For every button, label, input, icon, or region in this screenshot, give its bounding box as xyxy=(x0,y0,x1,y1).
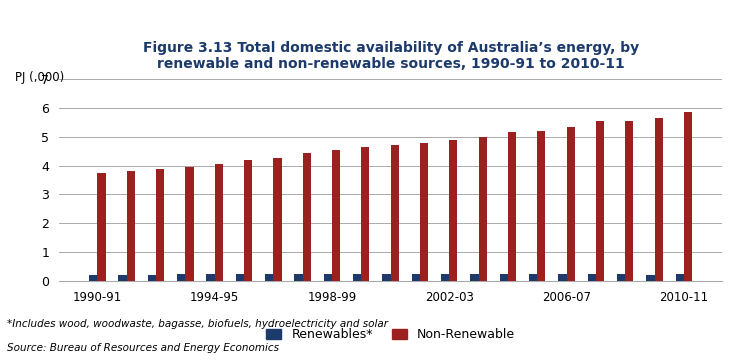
Bar xyxy=(383,274,391,281)
Bar xyxy=(559,274,567,281)
Bar xyxy=(391,145,399,281)
Bar xyxy=(420,143,428,281)
Bar xyxy=(508,132,516,281)
Legend: Renewables*, Non-Renewable: Renewables*, Non-Renewable xyxy=(262,323,520,346)
Bar xyxy=(361,147,369,281)
Bar xyxy=(684,112,692,281)
Bar xyxy=(529,274,537,281)
Bar xyxy=(353,274,361,281)
Bar xyxy=(470,274,478,281)
Bar xyxy=(206,274,214,281)
Bar xyxy=(537,131,545,281)
Bar xyxy=(156,169,164,281)
Bar xyxy=(127,171,135,281)
Bar xyxy=(625,121,634,281)
Bar xyxy=(119,275,127,281)
Bar xyxy=(441,274,450,281)
Text: *Includes wood, woodwaste, bagasse, biofuels, hydroelectricity and solar: *Includes wood, woodwaste, bagasse, biof… xyxy=(7,319,388,329)
Title: Figure 3.13 Total domestic availability of Australia’s energy, by
renewable and : Figure 3.13 Total domestic availability … xyxy=(142,41,639,71)
Text: PJ (,000): PJ (,000) xyxy=(15,71,64,84)
Bar xyxy=(617,274,625,281)
Bar xyxy=(450,140,458,281)
Bar xyxy=(676,274,684,281)
Bar xyxy=(567,127,575,281)
Bar xyxy=(214,164,223,281)
Bar xyxy=(294,274,303,281)
Bar xyxy=(265,274,273,281)
Bar xyxy=(97,173,105,281)
Bar xyxy=(236,274,244,281)
Bar xyxy=(273,158,282,281)
Bar xyxy=(654,118,663,281)
Bar xyxy=(147,275,156,281)
Bar xyxy=(185,167,194,281)
Bar xyxy=(412,274,420,281)
Bar xyxy=(177,274,185,281)
Bar xyxy=(324,274,332,281)
Bar xyxy=(478,137,487,281)
Bar xyxy=(500,274,508,281)
Bar xyxy=(587,274,596,281)
Bar xyxy=(596,121,604,281)
Bar xyxy=(646,275,654,281)
Bar xyxy=(244,160,252,281)
Bar xyxy=(332,150,340,281)
Bar xyxy=(303,153,311,281)
Text: Source: Bureau of Resources and Energy Economics: Source: Bureau of Resources and Energy E… xyxy=(7,343,279,353)
Bar xyxy=(89,275,97,281)
